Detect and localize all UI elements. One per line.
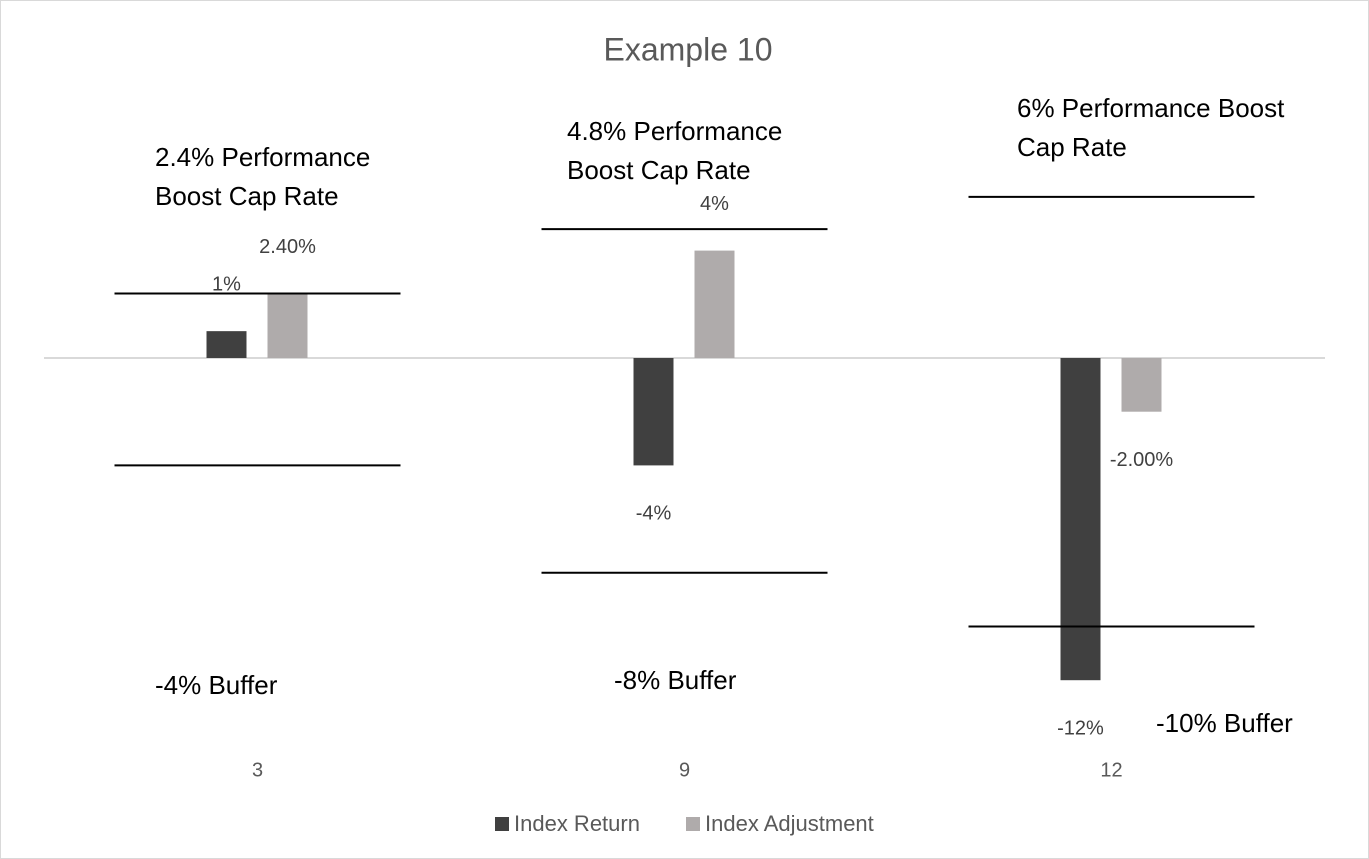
- value-label: 4%: [700, 193, 729, 215]
- buffer-label: -8% Buffer: [614, 665, 737, 695]
- cap-label: 4.8% Performance Boost Cap Rate: [567, 116, 783, 185]
- buffer-label: -4% Buffer: [155, 670, 278, 700]
- bar: [206, 331, 247, 358]
- x-tick-label: 12: [1100, 759, 1122, 781]
- cap-label: 2.4% Performance Boost Cap Rate: [155, 142, 371, 211]
- bar: [694, 250, 735, 358]
- buffer-label: -10% Buffer: [1156, 708, 1293, 738]
- bar: [1060, 358, 1101, 681]
- legend-swatch: [686, 817, 700, 831]
- x-tick-label: 9: [679, 759, 690, 781]
- chart-title: Example 10: [604, 31, 773, 67]
- legend-label: Index Adjustment: [705, 811, 874, 836]
- cap-label: 6% Performance Boost Cap Rate: [1017, 93, 1285, 162]
- value-label: 1%: [212, 273, 241, 295]
- value-label: -2.00%: [1110, 449, 1174, 471]
- bar: [633, 358, 674, 466]
- value-label: -4%: [636, 503, 672, 525]
- legend-label: Index Return: [514, 811, 640, 836]
- legend-swatch: [495, 817, 509, 831]
- x-tick-label: 3: [252, 759, 263, 781]
- bar: [267, 293, 308, 358]
- value-label: 2.40%: [259, 236, 316, 258]
- bar: [1121, 358, 1162, 412]
- value-label: -12%: [1057, 717, 1104, 739]
